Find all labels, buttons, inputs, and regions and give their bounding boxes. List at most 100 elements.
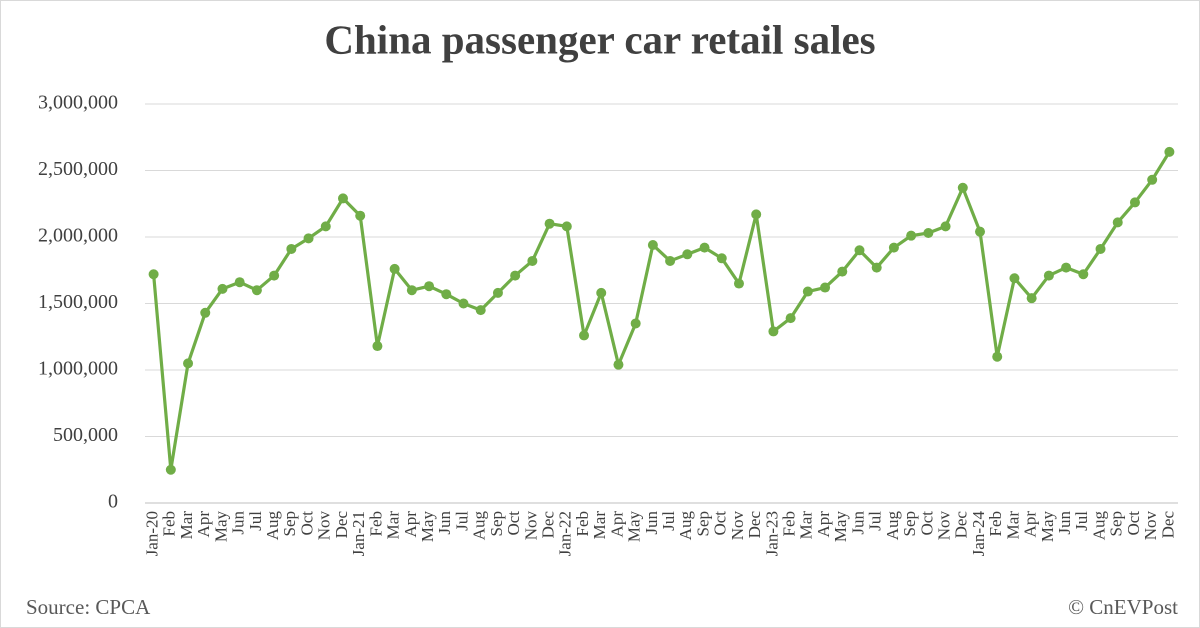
- data-point: [355, 210, 366, 221]
- chart-title: China passenger car retail sales: [324, 16, 875, 62]
- data-point: [768, 326, 779, 337]
- data-point: [957, 182, 968, 193]
- x-tick-label: Sep: [900, 511, 919, 537]
- x-tick-label: May: [418, 511, 437, 543]
- x-tick-label: Dec: [538, 511, 557, 539]
- data-point: [1009, 273, 1020, 284]
- x-tick-label: Dec: [332, 511, 351, 539]
- data-point: [820, 282, 831, 293]
- data-point: [303, 233, 314, 244]
- x-tick-label: Oct: [917, 511, 936, 536]
- x-tick-label: Jul: [659, 511, 678, 531]
- x-tick-label: Mar: [797, 511, 816, 540]
- data-point: [923, 228, 934, 239]
- data-point: [888, 242, 899, 253]
- x-tick-label: Sep: [487, 511, 506, 537]
- source-note: Source: CPCA: [26, 595, 151, 619]
- x-tick-label: Jun: [435, 511, 454, 535]
- data-point: [699, 242, 710, 253]
- data-point: [940, 221, 951, 232]
- data-point: [1147, 174, 1158, 185]
- y-tick-label: 1,000,000: [38, 358, 118, 380]
- data-point: [183, 358, 194, 369]
- data-point: [320, 221, 331, 232]
- x-tick-label: Jan-21: [349, 511, 368, 556]
- x-tick-label: Jun: [229, 511, 248, 535]
- x-tick-label: Nov: [521, 511, 540, 541]
- x-tick-label: Sep: [280, 511, 299, 537]
- data-point: [733, 278, 744, 289]
- data-point: [665, 255, 676, 266]
- x-tick-label: Aug: [883, 511, 902, 541]
- y-tick-label: 1,500,000: [38, 291, 118, 313]
- data-point: [1112, 217, 1123, 228]
- x-tick-label: Apr: [194, 511, 213, 538]
- x-tick-label: Feb: [780, 511, 799, 537]
- x-tick-label: Jul: [1072, 511, 1091, 531]
- x-tick-label: Apr: [1021, 511, 1040, 538]
- data-point: [165, 464, 176, 475]
- x-tick-label: Jun: [1055, 511, 1074, 535]
- y-tick-label: 2,000,000: [38, 225, 118, 247]
- data-point: [1043, 270, 1054, 281]
- data-point: [475, 305, 486, 316]
- data-point: [1129, 197, 1140, 208]
- x-tick-label: Sep: [693, 511, 712, 537]
- x-tick-label: Sep: [1107, 511, 1126, 537]
- data-point: [785, 313, 796, 324]
- x-tick-label: Oct: [711, 511, 730, 536]
- data-point: [716, 253, 727, 264]
- data-point: [251, 285, 262, 296]
- data-point: [337, 193, 348, 204]
- y-tick-label: 2,500,000: [38, 158, 118, 180]
- data-point: [802, 286, 813, 297]
- x-tick-label: Oct: [297, 511, 316, 536]
- x-tick-label: Aug: [263, 511, 282, 541]
- data-point: [630, 318, 641, 329]
- data-point: [682, 249, 693, 260]
- x-tick-label: Jan-24: [969, 511, 988, 557]
- x-tick-label: Feb: [160, 511, 179, 537]
- x-tick-label: Dec: [1158, 511, 1177, 539]
- x-tick-label: Aug: [676, 511, 695, 541]
- x-tick-label: Mar: [1003, 511, 1022, 540]
- x-tick-label: May: [625, 511, 644, 543]
- data-point: [458, 298, 469, 309]
- data-point: [992, 351, 1003, 362]
- y-tick-label: 0: [108, 491, 118, 513]
- data-point: [871, 262, 882, 273]
- x-tick-label: Apr: [814, 511, 833, 538]
- data-point: [837, 266, 848, 277]
- data-point: [406, 285, 417, 296]
- data-point: [510, 270, 521, 281]
- x-tick-label: Nov: [934, 511, 953, 541]
- data-point: [1095, 243, 1106, 254]
- data-point: [424, 281, 435, 292]
- x-tick-label: Aug: [470, 511, 489, 541]
- data-point: [1078, 269, 1089, 280]
- x-tick-label: Nov: [1141, 511, 1160, 541]
- data-point: [217, 283, 228, 294]
- x-tick-label: Nov: [728, 511, 747, 541]
- x-tick-label: Apr: [401, 511, 420, 538]
- x-tick-label: Jan-20: [143, 511, 162, 556]
- x-tick-label: Jan-22: [556, 511, 575, 556]
- x-tick-label: Dec: [745, 511, 764, 539]
- data-point: [613, 359, 624, 370]
- x-tick-label: Dec: [952, 511, 971, 539]
- x-tick-label: Nov: [315, 511, 334, 541]
- y-tick-label: 500,000: [53, 424, 118, 446]
- data-point: [544, 218, 555, 229]
- credit-note: © CnEVPost: [1068, 595, 1178, 619]
- data-point: [234, 277, 245, 288]
- data-point: [906, 230, 917, 241]
- x-tick-label: Feb: [366, 511, 385, 537]
- x-tick-label: May: [831, 511, 850, 543]
- data-point: [854, 245, 865, 256]
- x-tick-label: Oct: [504, 511, 523, 536]
- data-point: [647, 239, 658, 250]
- data-point: [441, 289, 452, 300]
